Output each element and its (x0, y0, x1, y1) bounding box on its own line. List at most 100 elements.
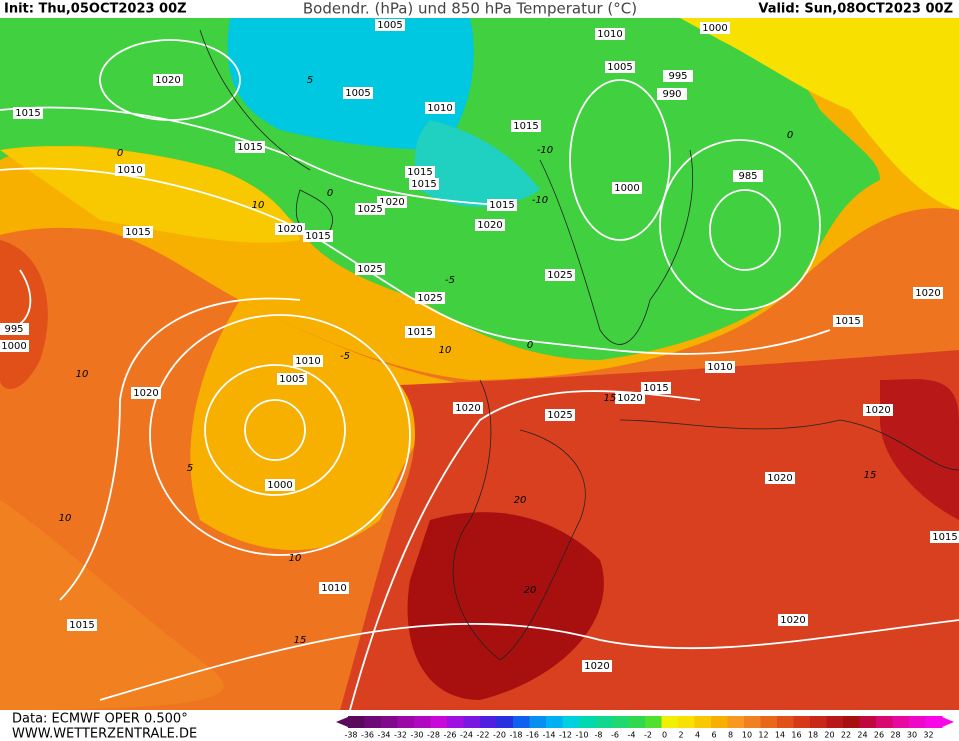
colorbar-swatch (909, 716, 926, 728)
isobar-label-bg (319, 582, 349, 594)
colorbar-swatch (859, 716, 877, 728)
colorbar-swatch (727, 716, 745, 728)
isobar-label: 1005 (607, 62, 632, 73)
isobar-label-bg (293, 355, 323, 367)
isobar-label: 1010 (597, 29, 622, 40)
isobar-label: 1015 (411, 179, 436, 190)
isobar-label: 1015 (407, 327, 432, 338)
isobar-label: 1025 (547, 410, 572, 421)
temperature-label: 15 (604, 393, 617, 404)
isobar-label-bg (641, 382, 671, 394)
colorbar-swatch (381, 716, 398, 728)
colorbar-label: 30 (907, 731, 917, 740)
colorbar-swatch (496, 716, 514, 728)
isobar-label-bg (405, 166, 435, 178)
isobar-label: 1015 (643, 383, 668, 394)
isobar-label-bg (355, 263, 385, 275)
isobar-label-bg (863, 404, 893, 416)
colorbar-label: -30 (410, 731, 423, 740)
colorbar-label: -6 (611, 731, 619, 740)
isobar-label-bg (303, 230, 333, 242)
isobar-label-bg (343, 87, 373, 99)
colorbar-swatch (595, 716, 613, 728)
data-source: Data: ECMWF OPER 0.500° (12, 712, 188, 727)
temperature-label: 10 (439, 345, 452, 356)
isobar-label: 1015 (237, 142, 262, 153)
map-title: Bodendr. (hPa) und 850 hPa Temperatur (°… (303, 0, 637, 18)
colorbar-swatch (513, 716, 530, 728)
temperature-label: -5 (340, 351, 350, 362)
colorbar-label: 6 (711, 731, 716, 740)
colorbar-swatch (562, 716, 580, 728)
isobar-label: 1000 (267, 480, 292, 491)
isobar-label: 1020 (915, 288, 940, 299)
temperature-label: 0 (527, 340, 533, 351)
colorbar-label: -12 (559, 731, 572, 740)
isobar-label: 1010 (707, 362, 732, 373)
isobar-label: 1015 (125, 227, 150, 238)
isobar-label: 1010 (427, 103, 452, 114)
isobar-label: 1000 (614, 183, 639, 194)
colorbar-swatch (414, 716, 431, 728)
colorbar-label: -4 (628, 731, 636, 740)
isobar-label-bg (765, 472, 795, 484)
isobar-label: 1025 (417, 293, 442, 304)
temperature-label: 15 (294, 635, 307, 646)
isobar-label-bg (657, 88, 687, 100)
isobar-label: 1020 (133, 388, 158, 399)
isobar-label: 1020 (477, 220, 502, 231)
isobar-label: 1025 (357, 264, 382, 275)
isobar-label: 1010 (295, 356, 320, 367)
isobar-label-bg (277, 373, 307, 385)
temperature-label: 10 (76, 369, 89, 380)
isobar-label-bg (405, 326, 435, 338)
colorbar-swatch (760, 716, 778, 728)
temperature-label: 20 (514, 495, 527, 506)
temperature-label: 0 (787, 130, 793, 141)
colorbar-swatch (348, 716, 365, 728)
colorbar-swatch (793, 716, 811, 728)
isobar-label: 985 (738, 171, 757, 182)
colorbar-swatch (843, 716, 860, 728)
colorbar-swatch (612, 716, 629, 728)
colorbar-label: 26 (874, 731, 884, 740)
isobar-label-bg (475, 219, 505, 231)
isobar-label: 1015 (305, 231, 330, 242)
isobar-label-bg (425, 102, 455, 114)
temperature-label: 0 (117, 148, 123, 159)
isobar-label-bg (265, 479, 295, 491)
colorbar-label: -24 (460, 731, 473, 740)
colorbar-arrow-right (942, 717, 954, 727)
colorbar-swatch (711, 716, 728, 728)
colorbar-label: 0 (662, 731, 667, 740)
isobar-label: 1020 (780, 615, 805, 626)
colorbar-swatch (480, 716, 497, 728)
colorbar-swatch (810, 716, 827, 728)
colorbar-label: 22 (841, 731, 851, 740)
isobar-label-bg (511, 120, 541, 132)
isobar-label: 995 (4, 324, 23, 335)
isobar-label: 1020 (277, 224, 302, 235)
colorbar-label: -20 (493, 731, 506, 740)
isobar-label: 1010 (117, 165, 142, 176)
colorbar-label: 2 (678, 731, 683, 740)
colorbar-swatch (529, 716, 547, 728)
coastlines (199, 29, 959, 661)
isobar-label-bg (0, 340, 29, 352)
colorbar-swatch (876, 716, 893, 728)
isobar-label-bg (487, 199, 517, 211)
colorbar-label: -38 (344, 731, 357, 740)
colorbar-swatch (579, 716, 596, 728)
colorbar-label: -22 (476, 731, 489, 740)
isobar-label-bg (67, 619, 97, 631)
isobar-label-bg (663, 70, 693, 82)
isobar-label-bg (595, 28, 625, 40)
colorbar-swatch (397, 716, 415, 728)
isobar-label: 1020 (455, 403, 480, 414)
temperature-label: -10 (532, 195, 548, 206)
colorbar-swatch (628, 716, 646, 728)
isobar-label: 1025 (547, 270, 572, 281)
isobar-label-bg (415, 292, 445, 304)
isobar-label: 1000 (702, 23, 727, 34)
isobar-label-bg (355, 203, 385, 215)
